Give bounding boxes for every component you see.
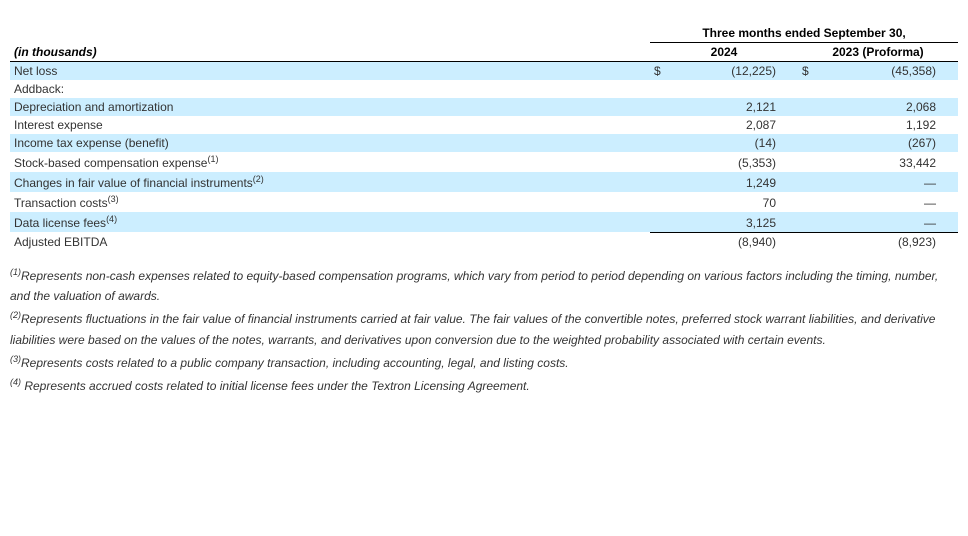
row-label: Interest expense (10, 116, 650, 134)
row-label: Adjusted EBITDA (10, 232, 650, 251)
value-2024: (8,940) (670, 232, 780, 251)
table-row: Depreciation and amortization 2,121 2,068 (10, 98, 958, 116)
currency-symbol (798, 192, 818, 212)
currency-symbol (650, 116, 670, 134)
value-2024: (12,225) (670, 62, 780, 81)
value-2023: (45,358) (818, 62, 940, 81)
value-2023: — (818, 192, 940, 212)
column-header-row: (in thousands) 2024 2023 (Proforma) (10, 43, 958, 62)
footnote: (3)Represents costs related to a public … (10, 352, 958, 373)
currency-symbol (798, 80, 818, 98)
footnote: (2)Represents fluctuations in the fair v… (10, 308, 958, 350)
col-header-2024: 2024 (650, 43, 798, 62)
currency-symbol (650, 134, 670, 152)
value-2023: (267) (818, 134, 940, 152)
table-row: Transaction costs(3) 70 — (10, 192, 958, 212)
currency-symbol (650, 80, 670, 98)
row-label: Income tax expense (benefit) (10, 134, 650, 152)
value-2023: 1,192 (818, 116, 940, 134)
currency-symbol (798, 98, 818, 116)
currency-symbol (798, 172, 818, 192)
value-2023: (8,923) (818, 232, 940, 251)
value-2023: — (818, 212, 940, 232)
row-label: Depreciation and amortization (10, 98, 650, 116)
table-row: Data license fees(4) 3,125 — (10, 212, 958, 232)
row-label: Addback: (10, 80, 650, 98)
footnote: (1)Represents non-cash expenses related … (10, 265, 958, 307)
currency-symbol: $ (798, 62, 818, 81)
row-label: Data license fees(4) (10, 212, 650, 232)
table-row: Income tax expense (benefit) (14) (267) (10, 134, 958, 152)
table-row: Net loss$(12,225)$(45,358) (10, 62, 958, 81)
table-row: Stock-based compensation expense(1) (5,35… (10, 152, 958, 172)
currency-symbol (650, 212, 670, 232)
value-2023: 33,442 (818, 152, 940, 172)
value-2024: 1,249 (670, 172, 780, 192)
value-2024: 2,121 (670, 98, 780, 116)
footnote: (4) Represents accrued costs related to … (10, 375, 958, 396)
currency-symbol (650, 172, 670, 192)
row-label: Net loss (10, 62, 650, 81)
table-row: Addback: (10, 80, 958, 98)
value-2023: 2,068 (818, 98, 940, 116)
currency-symbol (798, 152, 818, 172)
row-label: Changes in fair value of financial instr… (10, 172, 650, 192)
col-header-2023: 2023 (Proforma) (798, 43, 958, 62)
currency-symbol (798, 116, 818, 134)
value-2024: (5,353) (670, 152, 780, 172)
financial-table: Three months ended September 30, (in tho… (10, 10, 958, 251)
value-2024: 3,125 (670, 212, 780, 232)
currency-symbol (650, 98, 670, 116)
table-row: Changes in fair value of financial instr… (10, 172, 958, 192)
period-header: Three months ended September 30, (650, 24, 958, 43)
unit-label: (in thousands) (10, 43, 650, 62)
currency-symbol: $ (650, 62, 670, 81)
footnotes-block: (1)Represents non-cash expenses related … (10, 265, 958, 397)
value-2024 (670, 80, 780, 98)
value-2023 (818, 80, 940, 98)
currency-symbol (798, 212, 818, 232)
row-label: Transaction costs(3) (10, 192, 650, 212)
currency-symbol (650, 152, 670, 172)
currency-symbol (798, 134, 818, 152)
value-2024: (14) (670, 134, 780, 152)
row-label: Stock-based compensation expense(1) (10, 152, 650, 172)
super-header-row: Three months ended September 30, (10, 24, 958, 43)
value-2024: 2,087 (670, 116, 780, 134)
total-row: Adjusted EBITDA (8,940) (8,923) (10, 232, 958, 251)
value-2023: — (818, 172, 940, 192)
value-2024: 70 (670, 192, 780, 212)
currency-symbol (650, 192, 670, 212)
table-row: Interest expense 2,087 1,192 (10, 116, 958, 134)
